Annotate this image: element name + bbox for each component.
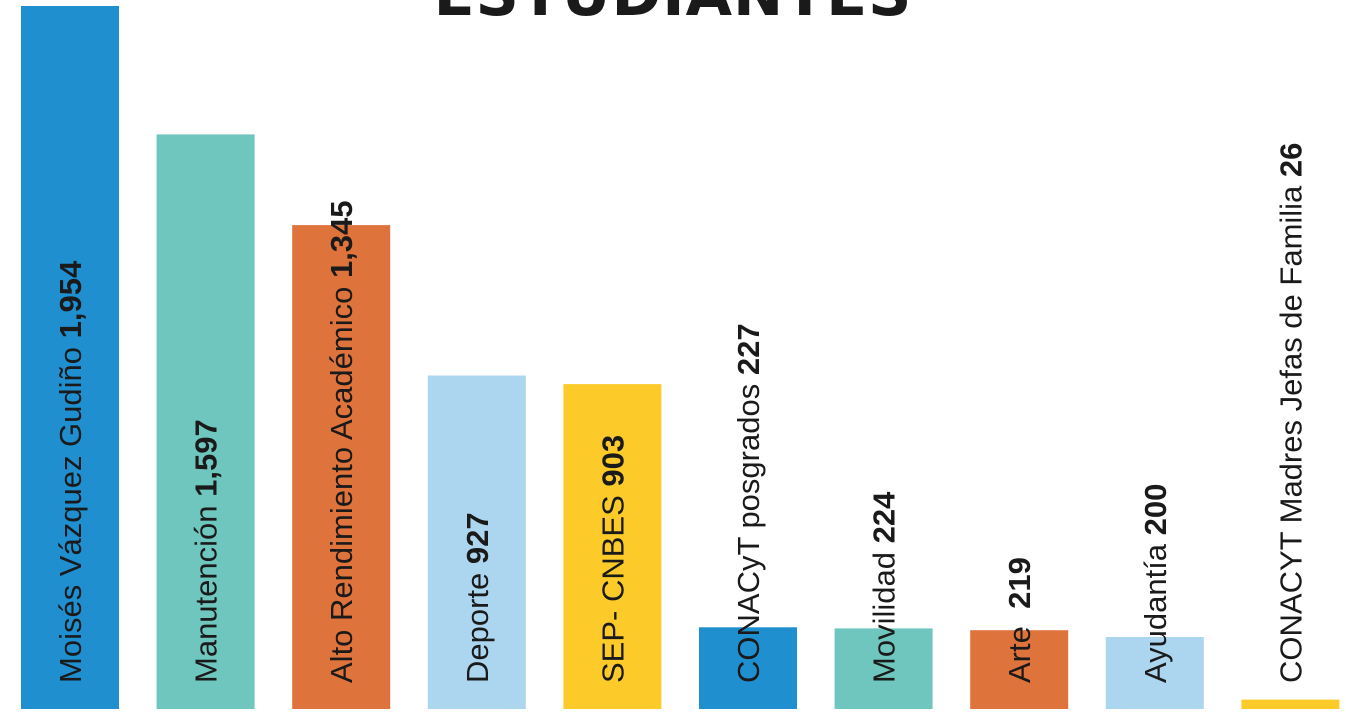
- value-label: 1,597: [189, 419, 224, 497]
- bar-label-3: Alto Rendimiento Académico 1,345: [324, 200, 359, 683]
- bar-10: [1241, 699, 1340, 709]
- bar-3: [292, 225, 391, 709]
- bar-label-6: CONACyT posgrados 227: [731, 323, 766, 683]
- label-separator: [189, 497, 224, 506]
- category-label: SEP- CNBES: [595, 495, 630, 683]
- value-label: 927: [460, 512, 495, 564]
- value-label: 1,954: [53, 260, 88, 338]
- label-separator: [53, 338, 88, 347]
- bar-1: [21, 6, 119, 709]
- value-label: 26: [1273, 143, 1308, 177]
- value-label: 903: [595, 435, 630, 487]
- bar-label-7: Movilidad 224: [867, 491, 902, 683]
- label-separator: [324, 278, 359, 287]
- category-label: Alto Rendimiento Académico: [324, 287, 359, 683]
- bar-label-10: CONACYT Madres Jefas de Familia 26: [1273, 143, 1308, 683]
- label-separator: [460, 564, 495, 573]
- value-label: 227: [731, 323, 766, 375]
- bar-8: [970, 630, 1069, 709]
- label-separator: [867, 543, 902, 552]
- label-separator: [1002, 609, 1037, 626]
- bar-label-1: Moisés Vázquez Gudiño 1,954: [53, 260, 88, 683]
- category-label: Movilidad: [867, 552, 902, 683]
- label-separator: [1138, 535, 1173, 544]
- bar-label-4: Deporte 927: [460, 512, 495, 683]
- value-label: 219: [1002, 557, 1037, 609]
- bar-4: [427, 375, 526, 709]
- category-label: Manutención: [189, 505, 224, 683]
- category-label: Ayudantía: [1138, 543, 1173, 683]
- bar-7: [834, 628, 933, 709]
- bar-label-2: Manutención 1,597: [189, 419, 224, 683]
- category-label: Deporte: [460, 573, 495, 683]
- bar-label-8: Arte 219: [1002, 557, 1037, 683]
- bar-2: [156, 134, 255, 709]
- bar-9: [1105, 637, 1204, 709]
- bar-label-5: SEP- CNBES 903: [595, 435, 630, 683]
- category-label: CONACYT Madres Jefas de Familia: [1273, 185, 1308, 683]
- value-label: 1,345: [324, 200, 359, 278]
- bar-label-9: Ayudantía 200: [1138, 484, 1173, 683]
- label-separator: [595, 487, 630, 496]
- label-separator: [731, 375, 766, 384]
- category-label: Moisés Vázquez Gudiño: [53, 347, 88, 683]
- value-label: 224: [867, 491, 902, 543]
- bar-5: [563, 384, 662, 709]
- label-separator: [1273, 177, 1308, 186]
- category-label: Arte: [1002, 626, 1037, 683]
- value-label: 200: [1138, 484, 1173, 536]
- bar-6: [699, 627, 797, 709]
- category-label: CONACyT posgrados: [731, 384, 766, 683]
- chart-title: ESTUDIANTES: [0, 0, 1346, 30]
